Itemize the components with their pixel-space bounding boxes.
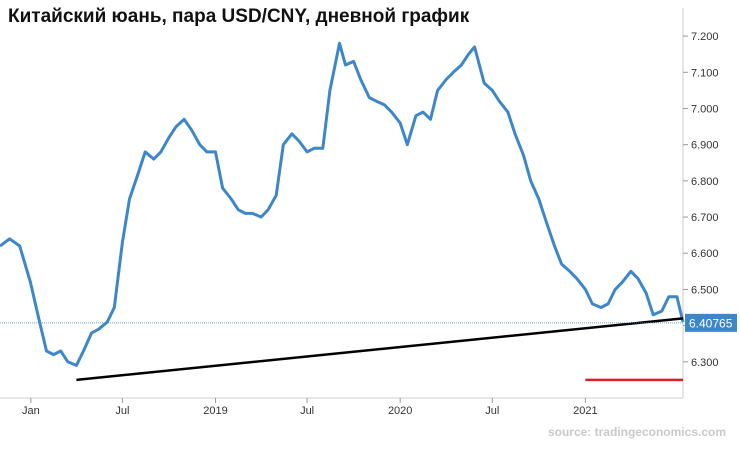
last-value-label: 6.40765 — [689, 316, 733, 330]
last-value-badge — [685, 313, 737, 332]
source-credit: source: tradingeconomics.com — [547, 425, 726, 439]
x-tick-label: Jul — [485, 405, 499, 417]
chart-title: Китайский юань, пара USD/CNY, дневной гр… — [8, 6, 470, 27]
y-tick-label: 6.300 — [691, 357, 719, 369]
support-trendline — [76, 317, 684, 382]
x-tick-label: Jan — [22, 405, 40, 417]
x-tick-label: 2020 — [388, 405, 412, 417]
x-tick-label: 2019 — [203, 405, 227, 417]
y-tick-label: 7.100 — [691, 67, 719, 79]
y-tick-label: 6.500 — [691, 284, 719, 296]
usd-cny-series-line — [0, 41, 685, 367]
y-tick-label: 6.800 — [691, 176, 719, 188]
y-tick-label: 6.900 — [691, 140, 719, 152]
x-tick-label: Jul — [115, 405, 129, 417]
y-tick-label: 6.700 — [691, 212, 719, 224]
y-tick-label: 7.000 — [691, 103, 719, 115]
x-tick-label: 2021 — [573, 405, 597, 417]
y-tick-label: 7.200 — [691, 31, 719, 43]
x-tick-label: Jul — [300, 405, 314, 417]
y-tick-label: 6.600 — [691, 248, 719, 260]
